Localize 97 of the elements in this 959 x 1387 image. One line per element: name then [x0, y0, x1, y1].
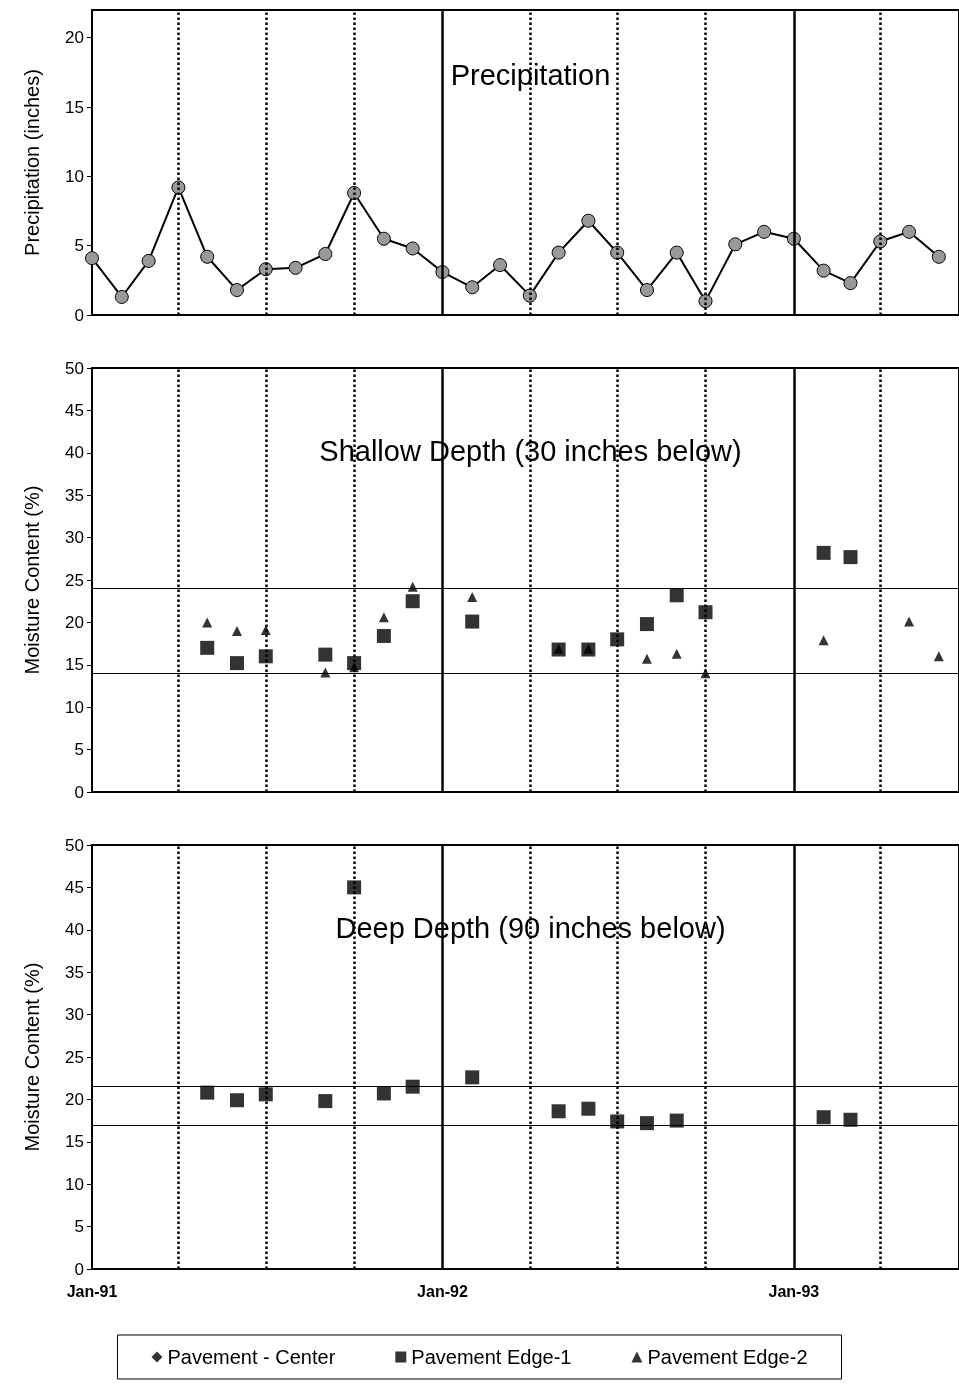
y-tick-label: 5	[74, 236, 84, 256]
y-tick-label: 10	[65, 166, 84, 186]
point	[465, 614, 480, 629]
point	[405, 1079, 420, 1094]
point	[581, 213, 596, 228]
point	[378, 612, 389, 623]
point	[639, 283, 654, 298]
y-tick-label: 30	[65, 1005, 84, 1025]
point	[200, 249, 215, 264]
y-tick-label: 15	[65, 655, 84, 675]
legend-label: Pavement Edge-2	[647, 1346, 808, 1368]
point	[376, 231, 391, 246]
point	[698, 294, 713, 309]
x-tick-label: Jan-91	[66, 1282, 118, 1300]
point	[669, 245, 684, 260]
point	[551, 245, 566, 260]
point	[671, 648, 682, 659]
y-axis-title: Precipitation (inches)	[21, 69, 43, 256]
y-axis-title: Moisture Content (%)	[21, 485, 43, 675]
point	[551, 1104, 566, 1119]
point	[843, 1112, 858, 1127]
point	[581, 1101, 596, 1116]
x-tick-label: Jan-93	[768, 1282, 820, 1300]
point	[229, 283, 244, 298]
point	[902, 224, 917, 239]
point	[258, 1087, 273, 1102]
y-tick-label: 45	[65, 877, 84, 897]
legend-label: Pavement - Center	[167, 1346, 336, 1368]
y-tick-label: 0	[74, 1259, 84, 1279]
point	[639, 617, 654, 632]
point	[931, 249, 946, 264]
point	[639, 1116, 654, 1131]
point	[200, 640, 215, 655]
point	[757, 224, 772, 239]
point	[843, 276, 858, 291]
y-tick-label: 50	[65, 358, 84, 378]
y-tick-label: 40	[65, 443, 84, 463]
point	[904, 616, 915, 627]
point	[843, 550, 858, 565]
y-tick-label: 20	[65, 1089, 84, 1109]
point	[318, 247, 333, 261]
text: Precipitation	[450, 59, 611, 92]
point	[231, 625, 242, 636]
y-tick-label: 15	[65, 1132, 84, 1152]
y-tick-label: 20	[65, 612, 84, 632]
point	[728, 237, 743, 252]
point	[347, 880, 362, 895]
point	[641, 653, 652, 664]
point	[405, 241, 420, 256]
point	[816, 545, 831, 560]
y-tick-label: 25	[65, 1047, 84, 1067]
point	[816, 1110, 831, 1125]
y-tick-label: 5	[74, 1217, 84, 1237]
point	[465, 280, 480, 295]
point	[318, 647, 333, 662]
y-tick-label: 20	[65, 28, 84, 48]
point	[288, 260, 303, 275]
point	[698, 605, 713, 620]
point	[873, 234, 888, 249]
y-tick-label: 15	[65, 97, 84, 117]
point	[405, 594, 420, 609]
point	[818, 635, 829, 646]
point	[669, 1113, 684, 1128]
point	[493, 258, 508, 273]
point	[258, 649, 273, 664]
point	[85, 251, 99, 266]
point	[114, 289, 129, 304]
point	[202, 617, 213, 628]
y-tick-label: 0	[74, 305, 84, 325]
point	[467, 591, 478, 602]
y-tick-label: 10	[65, 1174, 84, 1194]
y-tick-label: 40	[65, 920, 84, 940]
point	[610, 632, 625, 647]
point	[933, 651, 944, 662]
y-tick-label: 25	[65, 570, 84, 590]
point	[465, 1070, 480, 1085]
x-tick-label: Jan-92	[417, 1282, 468, 1300]
y-tick-label: 0	[74, 782, 84, 802]
y-tick-label: 45	[65, 400, 84, 420]
point	[376, 1086, 391, 1101]
y-axis-title: Moisture Content (%)	[21, 962, 43, 1152]
y-tick-label: 50	[65, 835, 84, 855]
y-tick-label: 35	[65, 962, 84, 982]
point	[376, 628, 391, 643]
point	[229, 1093, 244, 1108]
y-tick-label: 10	[65, 697, 84, 717]
point	[229, 656, 244, 671]
point	[816, 263, 831, 278]
y-tick-label: 5	[74, 740, 84, 760]
y-tick-label: 35	[65, 485, 84, 505]
point	[407, 581, 418, 592]
point	[200, 1085, 215, 1100]
point	[318, 1094, 333, 1109]
point	[669, 588, 684, 603]
y-tick-label: 30	[65, 528, 84, 548]
legend-label: Pavement Edge-1	[411, 1346, 572, 1368]
point	[141, 253, 156, 268]
